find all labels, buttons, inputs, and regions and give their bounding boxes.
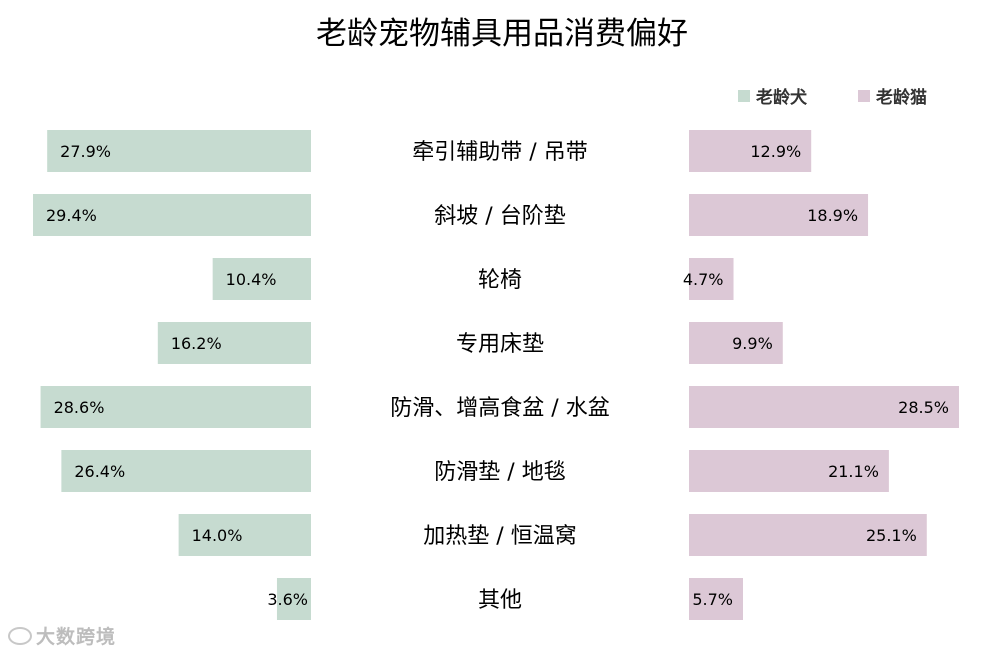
value-label-dog-5: 26.4% bbox=[74, 462, 125, 481]
bar-cat-1 bbox=[689, 194, 869, 236]
legend-label-cat: 老龄猫 bbox=[875, 87, 927, 108]
bar-dog-5 bbox=[61, 450, 312, 492]
bars-group: 27.9% 12.9% 牵引辅助带 / 吊带 29.4% 18.9% 斜坡 / 台阶垫 10… bbox=[33, 130, 959, 620]
watermark-text: 大数跨境 bbox=[36, 626, 117, 648]
bar-cat-6 bbox=[689, 514, 927, 556]
category-label-2: 轮椅 bbox=[478, 268, 522, 293]
value-label-cat-5: 21.1% bbox=[828, 462, 879, 481]
value-label-cat-3: 9.9% bbox=[732, 334, 773, 353]
legend-label-dog: 老龄犬 bbox=[755, 87, 808, 108]
bar-cat-0 bbox=[689, 130, 812, 172]
value-label-cat-2: 4.7% bbox=[683, 270, 724, 289]
value-label-dog-3: 16.2% bbox=[171, 334, 222, 353]
chart-title: 老龄宠物辅具用品消费偏好 bbox=[316, 16, 688, 52]
value-label-dog-4: 28.6% bbox=[54, 398, 105, 417]
value-label-dog-7: 3.6% bbox=[267, 590, 308, 609]
bar-cat-3 bbox=[689, 322, 783, 364]
legend: 老龄犬 老龄猫 bbox=[738, 87, 927, 108]
category-label-4: 防滑、增高食盆 / 水盆 bbox=[390, 396, 609, 421]
bar-cat-5 bbox=[689, 450, 889, 492]
category-label-7: 其他 bbox=[478, 588, 522, 613]
bar-dog-1 bbox=[33, 194, 311, 236]
bar-dog-6 bbox=[178, 514, 311, 556]
bar-dog-2 bbox=[212, 258, 311, 300]
value-label-cat-1: 18.9% bbox=[807, 206, 858, 225]
value-label-dog-1: 29.4% bbox=[46, 206, 97, 225]
category-label-5: 防滑垫 / 地毯 bbox=[434, 460, 565, 485]
category-label-3: 专用床垫 bbox=[456, 332, 544, 357]
category-label-6: 加热垫 / 恒温窝 bbox=[423, 524, 576, 549]
value-label-cat-4: 28.5% bbox=[898, 398, 949, 417]
bar-cat-4 bbox=[689, 386, 959, 428]
bar-dog-0 bbox=[47, 130, 311, 172]
value-label-cat-0: 12.9% bbox=[750, 142, 801, 161]
value-label-cat-7: 5.7% bbox=[692, 590, 733, 609]
category-label-1: 斜坡 / 台阶垫 bbox=[434, 204, 565, 229]
legend-swatch-dog bbox=[738, 90, 750, 102]
watermark: 大数跨境 bbox=[8, 622, 116, 649]
legend-swatch-cat bbox=[858, 90, 870, 102]
bar-dog-3 bbox=[157, 322, 311, 364]
value-label-cat-6: 25.1% bbox=[866, 526, 917, 545]
value-label-dog-0: 27.9% bbox=[60, 142, 111, 161]
value-label-dog-2: 10.4% bbox=[226, 270, 277, 289]
bar-dog-4 bbox=[40, 386, 311, 428]
bar-cat-7 bbox=[689, 578, 743, 620]
category-label-0: 牵引辅助带 / 吊带 bbox=[412, 140, 587, 165]
value-label-dog-6: 14.0% bbox=[192, 526, 243, 545]
bar-cat-2 bbox=[689, 258, 734, 300]
watermark-logo-icon bbox=[8, 627, 32, 645]
bar-dog-7 bbox=[276, 578, 311, 620]
